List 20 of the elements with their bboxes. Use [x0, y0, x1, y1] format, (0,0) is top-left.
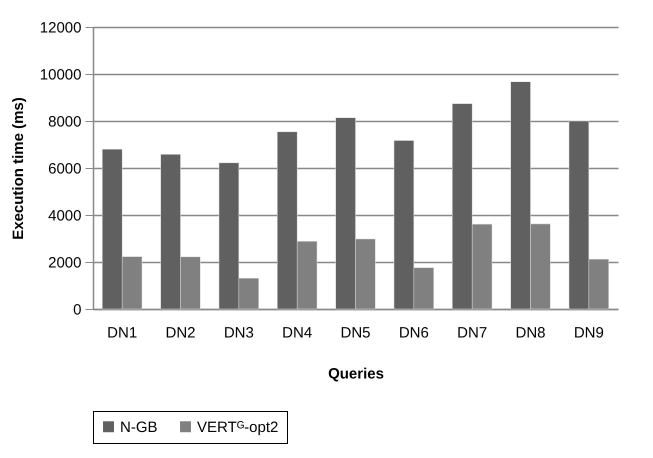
x-tick-label: DN4: [282, 324, 312, 342]
y-tick-label: 0: [73, 302, 82, 318]
x-axis-title: Queries: [328, 366, 384, 382]
y-tick-label: 8000: [48, 114, 82, 130]
legend-label: N-GB: [120, 418, 158, 436]
x-tick-label: DN8: [515, 324, 546, 342]
y-tick-label: 2000: [48, 254, 82, 272]
y-tick-label: 10000: [40, 66, 82, 84]
legend-label: VERTᴳ-opt2: [197, 418, 278, 436]
x-tick-label: DN7: [457, 324, 488, 342]
x-tick-label: DN3: [224, 324, 254, 342]
y-tick-label: 4000: [48, 208, 82, 224]
y-axis-title: Execution time (ms): [10, 97, 27, 240]
x-tick-label: DN9: [574, 324, 604, 342]
x-tick-label: DN6: [398, 324, 429, 342]
x-tick-label: DN1: [107, 324, 138, 342]
y-tick-label: 6000: [48, 160, 82, 178]
x-tick-label: DN2: [165, 324, 196, 342]
x-tick-label: DN5: [340, 324, 371, 342]
y-tick-label: 12000: [40, 20, 82, 36]
